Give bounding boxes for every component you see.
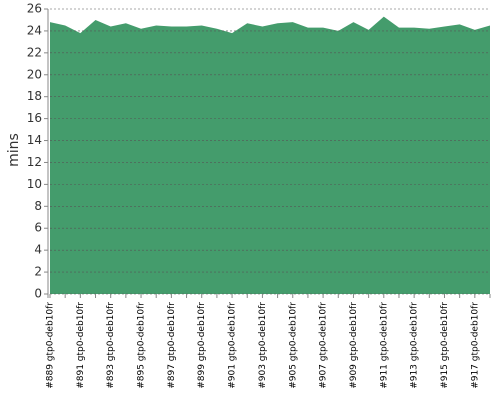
x-tick-label: #889 gtp0-deb10fr — [46, 302, 56, 389]
y-tick-label: 26 — [27, 2, 42, 16]
y-tick-label: 16 — [27, 111, 42, 125]
y-tick-label: 10 — [27, 177, 42, 191]
y-tick-label: 6 — [34, 221, 42, 235]
area — [50, 16, 490, 295]
y-tick-label: 14 — [27, 133, 42, 147]
x-tick-label: #897 gtp0-deb10fr — [167, 302, 177, 389]
y-tick-label: 2 — [34, 265, 42, 279]
y-tick-label: 0 — [34, 287, 42, 301]
x-tick-label: #899 gtp0-deb10fr — [197, 302, 207, 389]
y-tick-label: 8 — [34, 199, 42, 213]
y-tick-label: 20 — [27, 67, 42, 81]
x-tick-label: #915 gtp0-deb10fr — [440, 302, 450, 389]
x-tick-label: #905 gtp0-deb10fr — [288, 302, 298, 389]
y-tick-label: 12 — [27, 155, 42, 169]
x-tick-label: #913 gtp0-deb10fr — [410, 302, 420, 389]
y-tick-label: 18 — [27, 89, 42, 103]
y-tick-label: 24 — [27, 23, 42, 37]
x-tick-label: #917 gtp0-deb10fr — [470, 302, 480, 389]
x-tick-label: #903 gtp0-deb10fr — [258, 302, 268, 389]
x-tick-label: #909 gtp0-deb10fr — [349, 302, 359, 389]
x-tick-label: #895 gtp0-deb10fr — [137, 302, 147, 389]
x-tick-label: #891 gtp0-deb10fr — [76, 302, 86, 389]
x-tick-label: #911 gtp0-deb10fr — [379, 302, 389, 389]
x-tick-label: #901 gtp0-deb10fr — [228, 302, 238, 389]
x-tick-label: #893 gtp0-deb10fr — [106, 302, 116, 389]
x-tick-label: #907 gtp0-deb10fr — [319, 302, 329, 389]
y-tick-label: 22 — [27, 45, 42, 59]
y-tick-label: 4 — [34, 243, 42, 257]
y-axis-label: mins — [6, 133, 22, 167]
